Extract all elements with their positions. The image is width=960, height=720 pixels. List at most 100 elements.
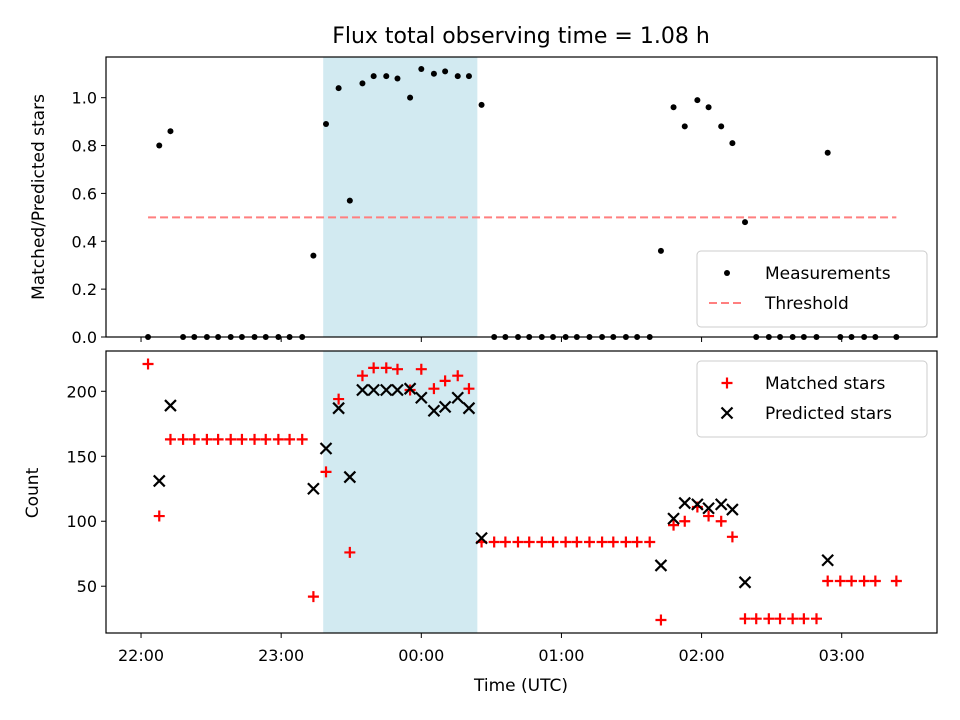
bottom-plus-marker [703,510,715,522]
top-y-tick-label: 0.6 [72,184,97,203]
bottom-plus-marker [201,433,213,445]
x-tick-label: 22:00 [118,646,164,665]
bottom-plus-marker [810,613,822,625]
bottom-x-marker [702,501,715,515]
top-legend-box [696,250,928,328]
bottom-x-marker [367,383,380,397]
bottom-plus-marker [320,466,332,478]
bottom-plus-marker [307,591,319,603]
bottom-plus-marker [249,433,261,445]
bottom-x-marker [714,498,728,511]
bottom-plus-marker [523,536,535,548]
bottom-plus-marker [750,613,762,625]
bottom-y-tick-label: 100 [66,512,97,531]
bottom-plus-marker [560,536,572,548]
top-y-tick-label: 0.2 [72,280,97,299]
bottom-plus-marker [296,433,308,445]
bottom-plus-marker [620,536,632,548]
bottom-plus-marker [774,613,786,625]
top-dot-marker [323,121,330,128]
bottom-x-marker [307,482,320,496]
bottom-x-marker [427,404,441,418]
top-dot-marker [156,142,163,149]
bottom-x-marker [415,391,428,405]
bottom-plus-marker [822,575,834,587]
bottom-x-marker [667,512,680,525]
top-dot-marker [394,75,401,82]
bottom-plus-marker [655,614,667,626]
x-tick-label: 01:00 [538,646,584,665]
bottom-plus-marker [284,433,296,445]
bottom-plus-marker [333,393,345,405]
bottom-plus-marker [536,536,548,548]
top-dot-marker [742,219,749,226]
top-dot-marker [718,123,725,130]
bottom-x-marker [319,442,333,455]
bottom-plus-marker [846,575,858,587]
bottom-x-marker [738,576,752,589]
bottom-plus-marker [512,536,524,548]
bottom-plus-marker [890,575,902,587]
top-dot-marker [430,70,437,77]
bottom-plus-marker [726,531,738,543]
bottom-plus-marker [834,575,846,587]
bottom-plus-marker [260,433,272,445]
x-tick-label: 03:00 [819,646,865,665]
top-y-tick-label: 1.0 [72,89,97,108]
bottom-plus-marker [488,536,500,548]
bottom-plus-marker [272,433,284,445]
top-axes-frame [105,56,938,338]
bottom-y-tick-label: 150 [66,447,97,466]
count-panel: 50 100 150 200 22:00 23:00 00:00 01:00 02:00 03:0… [66,350,938,665]
top-dot-marker [310,252,317,259]
bottom-x-marker [343,470,357,484]
bottom-plus-marker [631,536,643,548]
x-tick-label: 00:00 [398,646,444,665]
bottom-axes-frame [105,350,938,634]
bottom-x-marker [403,382,417,395]
bottom-plus-marker [415,363,427,375]
chart-title: Flux total observing time = 1.08 h [332,24,710,49]
bottom-plus-marker [164,433,176,445]
bottom-plus-marker [212,433,224,445]
bottom-observing-window [323,351,478,633]
bottom-x-marker [678,496,692,510]
legend-label: Threshold [764,294,849,314]
bottom-plus-marker [763,613,775,625]
top-dot-marker [370,73,377,80]
bottom-x-marker [356,383,369,397]
bottom-plus-marker [188,433,200,445]
top-y-tick-label: 0.4 [72,232,97,251]
bottom-plus-marker [739,613,751,625]
legend-label: Predicted stars [765,404,892,424]
bottom-plus-marker [547,536,559,548]
bottom-x-marker [726,503,739,516]
bottom-x-marker [475,531,488,545]
bottom-plus-marker [463,383,475,395]
ratio-panel: 0.0 0.2 0.4 0.6 0.8 1.0 Measurements Threshold [72,56,938,347]
legend-x-swatch [720,406,734,420]
bottom-x-marker [391,383,404,397]
bottom-x-marker [438,400,452,414]
legend-label: Matched stars [765,374,885,394]
top-dot-marker [478,101,485,108]
top-dot-marker [657,247,664,254]
bottom-x-marker [821,553,834,567]
bottom-plus-marker [142,358,154,370]
x-axis-label: Time (UTC) [473,676,568,696]
bottom-plus-marker [177,433,189,445]
bottom-x-marker [451,391,465,405]
bottom-x-marker [164,399,177,412]
top-dot-marker [335,85,342,92]
top-dot-marker [729,140,736,147]
top-dot-marker [694,97,701,104]
top-dot-marker [824,149,831,156]
bottom-plus-marker [344,546,356,558]
top-dot-marker [705,104,712,111]
bottom-plus-marker [668,519,680,531]
bottom-plus-marker [356,370,368,382]
bottom-plus-marker [428,383,440,395]
bottom-y-tick-label: 50 [77,577,97,596]
